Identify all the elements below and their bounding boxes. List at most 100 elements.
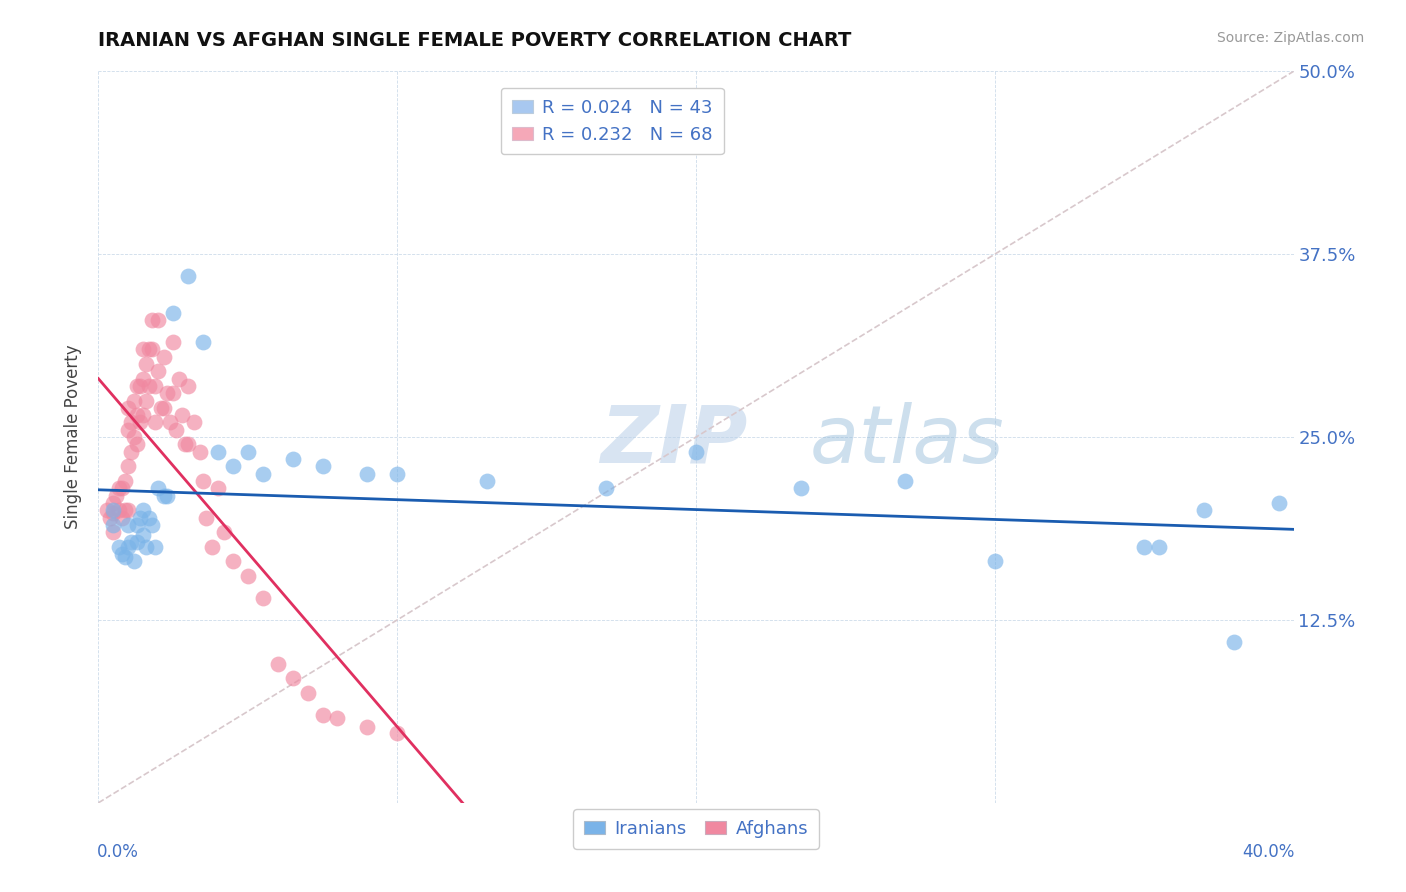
- Point: [236, 569, 259, 583]
- Point: [281, 672, 304, 686]
- Point: [132, 371, 155, 385]
- Y-axis label: Single Female Poverty: Single Female Poverty: [65, 345, 83, 529]
- Point: [177, 437, 200, 451]
- Point: [222, 459, 245, 474]
- Point: [143, 540, 166, 554]
- Point: [789, 481, 811, 495]
- Point: [153, 350, 176, 364]
- Point: [138, 379, 160, 393]
- Point: [356, 720, 378, 734]
- Point: [1267, 496, 1289, 510]
- Point: [117, 540, 139, 554]
- Point: [132, 528, 155, 542]
- Point: [148, 313, 170, 327]
- Point: [132, 343, 155, 357]
- Point: [984, 554, 1007, 568]
- Point: [148, 364, 170, 378]
- Point: [120, 416, 142, 430]
- Point: [135, 393, 157, 408]
- Point: [188, 444, 211, 458]
- Point: [153, 401, 176, 415]
- Point: [141, 313, 163, 327]
- Point: [267, 657, 290, 671]
- Point: [311, 459, 333, 474]
- Point: [385, 467, 409, 481]
- Point: [159, 416, 181, 430]
- Point: [111, 510, 134, 524]
- Point: [162, 306, 184, 320]
- Point: [124, 430, 146, 444]
- Point: [177, 269, 200, 284]
- Point: [326, 711, 349, 725]
- Point: [156, 489, 179, 503]
- Point: [117, 459, 139, 474]
- Point: [894, 474, 917, 488]
- Point: [162, 334, 184, 349]
- Point: [135, 357, 157, 371]
- Point: [127, 408, 149, 422]
- Point: [222, 554, 245, 568]
- Point: [385, 725, 409, 739]
- Point: [148, 481, 170, 495]
- Point: [595, 481, 617, 495]
- Text: 0.0%: 0.0%: [97, 843, 139, 861]
- Point: [103, 503, 125, 517]
- Point: [1192, 503, 1215, 517]
- Point: [96, 503, 118, 517]
- Point: [129, 379, 152, 393]
- Point: [252, 591, 274, 605]
- Point: [138, 343, 160, 357]
- Point: [167, 371, 190, 385]
- Point: [281, 452, 304, 467]
- Point: [207, 481, 229, 495]
- Point: [120, 535, 142, 549]
- Point: [103, 525, 125, 540]
- Point: [141, 517, 163, 532]
- Point: [117, 423, 139, 437]
- Point: [143, 379, 166, 393]
- Point: [1133, 540, 1156, 554]
- Point: [127, 379, 149, 393]
- Text: ZIP: ZIP: [600, 401, 748, 480]
- Point: [475, 474, 498, 488]
- Point: [103, 506, 125, 520]
- Point: [108, 481, 131, 495]
- Point: [172, 408, 194, 422]
- Point: [191, 474, 214, 488]
- Point: [127, 517, 149, 532]
- Point: [195, 510, 218, 524]
- Point: [135, 540, 157, 554]
- Point: [174, 437, 197, 451]
- Point: [127, 437, 149, 451]
- Text: Source: ZipAtlas.com: Source: ZipAtlas.com: [1216, 31, 1364, 45]
- Point: [153, 489, 176, 503]
- Point: [212, 525, 235, 540]
- Point: [1147, 540, 1170, 554]
- Point: [105, 489, 128, 503]
- Point: [165, 423, 187, 437]
- Point: [141, 343, 163, 357]
- Point: [117, 401, 139, 415]
- Point: [143, 416, 166, 430]
- Point: [138, 510, 160, 524]
- Point: [120, 444, 142, 458]
- Point: [114, 474, 136, 488]
- Point: [111, 547, 134, 561]
- Point: [124, 393, 146, 408]
- Point: [236, 444, 259, 458]
- Legend: Iranians, Afghans: Iranians, Afghans: [574, 809, 818, 848]
- Point: [132, 503, 155, 517]
- Point: [108, 540, 131, 554]
- Point: [191, 334, 214, 349]
- Point: [111, 481, 134, 495]
- Point: [207, 444, 229, 458]
- Point: [252, 467, 274, 481]
- Point: [162, 386, 184, 401]
- Point: [177, 379, 200, 393]
- Point: [114, 549, 136, 564]
- Point: [129, 510, 152, 524]
- Point: [311, 708, 333, 723]
- Point: [356, 467, 378, 481]
- Point: [183, 416, 205, 430]
- Point: [127, 535, 149, 549]
